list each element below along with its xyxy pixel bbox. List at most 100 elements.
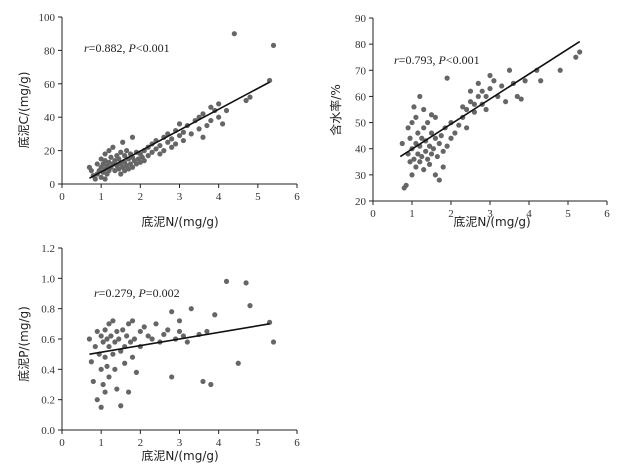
regression-line xyxy=(89,81,270,179)
data-point xyxy=(219,121,226,127)
x-tick-label: 4 xyxy=(216,437,222,449)
data-point xyxy=(417,93,423,100)
data-point xyxy=(471,101,477,107)
data-point xyxy=(200,111,206,117)
data-point xyxy=(169,136,175,142)
data-point xyxy=(407,159,413,165)
panel-carbon-vs-nitrogen: 底泥C/(mg/g) 底泥N/(mg/g) r=0.882, P<0.001 0… xyxy=(16,12,300,229)
y-tick-label: 20 xyxy=(44,146,56,158)
data-point xyxy=(188,306,194,312)
panel-water-content-vs-nitrogen: 含水率/% 底泥N/(mg/g) r=0.793, P<0.001 0 1 2 3 4 5… xyxy=(328,13,610,229)
data-point xyxy=(243,97,249,104)
data-point xyxy=(467,99,474,105)
data-point xyxy=(125,321,132,327)
data-point xyxy=(417,159,423,165)
data-point xyxy=(464,125,470,131)
y-tick-label: 0.2 xyxy=(41,395,55,407)
data-point xyxy=(120,327,126,333)
data-point xyxy=(114,386,120,392)
data-point xyxy=(149,336,155,342)
x-tick-label: 3 xyxy=(177,191,183,203)
data-point xyxy=(522,78,528,84)
data-point xyxy=(266,77,273,84)
data-point xyxy=(436,140,442,147)
correlation-annotation: r=0.279, P=0.002 xyxy=(94,286,180,300)
data-point xyxy=(577,49,583,55)
data-point xyxy=(102,158,108,164)
data-point xyxy=(204,328,210,335)
y-tick-label: 0.0 xyxy=(41,425,55,437)
data-point xyxy=(104,363,110,369)
data-point xyxy=(196,126,202,132)
data-point xyxy=(90,378,96,385)
data-point xyxy=(538,78,544,84)
data-point xyxy=(141,158,147,164)
data-point xyxy=(169,309,175,315)
data-point xyxy=(421,125,427,131)
data-point xyxy=(116,336,122,342)
data-point xyxy=(216,114,222,120)
data-point xyxy=(88,359,94,365)
data-point xyxy=(184,339,190,345)
x-tick-label: 6 xyxy=(294,437,300,449)
data-point xyxy=(133,161,140,167)
data-point xyxy=(98,366,104,372)
data-point xyxy=(116,156,122,162)
data-point xyxy=(98,333,104,339)
data-point xyxy=(108,154,114,160)
x-tick-label: 0 xyxy=(59,437,65,449)
data-point xyxy=(98,156,104,162)
data-point xyxy=(403,182,409,188)
x-tick-label: 3 xyxy=(177,437,183,449)
data-point xyxy=(231,31,237,37)
data-point xyxy=(122,168,128,174)
data-point xyxy=(444,143,450,149)
y-tick-label: 40 xyxy=(355,144,367,156)
data-point xyxy=(204,122,210,129)
x-axis-label: 底泥N/(mg/g) xyxy=(453,214,530,229)
data-point xyxy=(112,339,118,345)
data-point xyxy=(161,331,167,338)
data-point xyxy=(223,278,230,284)
x-tick-label: 5 xyxy=(565,208,571,220)
data-point xyxy=(118,149,124,155)
data-point xyxy=(106,159,112,165)
data-point xyxy=(122,153,128,159)
data-point xyxy=(430,146,437,152)
y-tick-label: 20 xyxy=(355,196,367,208)
x-tick-label: 2 xyxy=(138,437,144,449)
y-tick-label: 60 xyxy=(355,91,367,103)
data-point xyxy=(419,135,425,141)
y-tick-label: 40 xyxy=(44,112,56,124)
data-point xyxy=(98,404,104,410)
data-point xyxy=(479,88,485,94)
data-point xyxy=(573,54,579,60)
data-point xyxy=(106,374,112,380)
y-tick-label: 0.4 xyxy=(41,364,55,376)
data-point xyxy=(137,328,143,335)
data-point xyxy=(423,148,429,154)
data-point xyxy=(411,156,417,162)
data-point xyxy=(421,167,427,173)
data-point xyxy=(94,161,100,167)
data-point xyxy=(440,148,446,154)
data-point xyxy=(124,333,130,339)
x-tick-label: 5 xyxy=(255,437,261,449)
data-point xyxy=(131,336,138,342)
data-point xyxy=(426,161,433,167)
data-point xyxy=(94,328,100,335)
y-tick-label: 0.8 xyxy=(41,304,55,316)
data-point xyxy=(270,42,277,48)
data-point xyxy=(145,153,151,159)
data-point xyxy=(411,104,417,110)
data-point xyxy=(129,318,136,324)
x-tick-label: 2 xyxy=(138,191,144,203)
data-point xyxy=(247,94,253,100)
data-point xyxy=(499,83,505,89)
data-point xyxy=(415,130,421,136)
x-tick-label: 1 xyxy=(409,208,415,220)
data-point xyxy=(467,88,474,94)
data-point xyxy=(102,389,108,395)
data-point xyxy=(88,168,94,174)
data-point xyxy=(487,72,493,79)
